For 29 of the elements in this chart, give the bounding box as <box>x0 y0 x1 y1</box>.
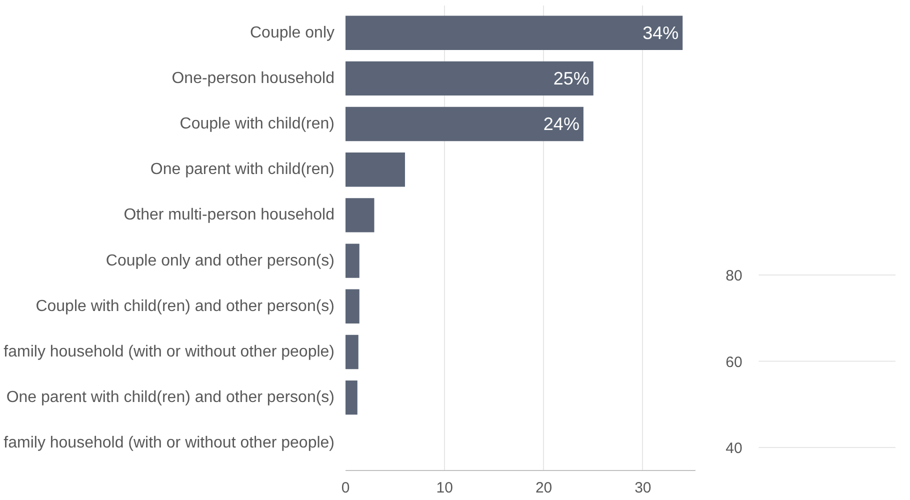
bar <box>346 244 360 278</box>
y-tick-label: One parent with child(ren) <box>150 161 335 178</box>
y-tick-label: One-person household <box>172 70 334 87</box>
text: 80 <box>726 268 742 284</box>
y-tick-label: family household (with or without other people) <box>4 434 334 452</box>
x-tick-label: 30 <box>634 480 652 496</box>
y-tick-label: Couple with child(ren) <box>180 116 334 133</box>
y-tick-label: Couple only <box>250 24 334 42</box>
data-label: 24% <box>543 114 580 134</box>
x-tick-label: 0 <box>341 480 350 496</box>
y-tick-label: Couple only and other person(s) <box>106 252 334 270</box>
y-tick-label: Couple with child(ren) and other person(s) <box>36 298 334 315</box>
data-label: 25% <box>553 68 590 88</box>
x-tick-label: 10 <box>436 480 453 496</box>
text: 60 <box>726 354 742 371</box>
bar <box>346 289 360 324</box>
bar <box>346 198 374 232</box>
data-label: 34% <box>642 22 679 43</box>
bar <box>346 61 594 96</box>
x-tick-label: 20 <box>535 480 552 496</box>
bar <box>346 334 358 370</box>
y-tick-label: family household (with or without other people) <box>4 343 334 360</box>
y-tick-label: Other multi-person household <box>124 206 334 224</box>
bar <box>346 152 405 187</box>
y-tick-label: One parent with child(ren) and other person(s) <box>6 389 335 406</box>
bar <box>346 380 358 415</box>
bar <box>346 16 683 50</box>
text: 40 <box>726 440 742 457</box>
bar <box>346 106 584 142</box>
